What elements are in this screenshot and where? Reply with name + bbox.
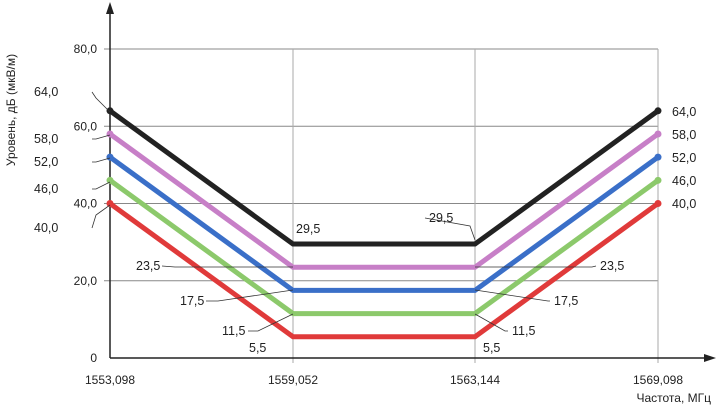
data-label: 52,0: [672, 151, 696, 165]
y-tick-label: 40,0: [74, 197, 98, 211]
y-tick-label: 60,0: [74, 119, 98, 133]
label-leader: [474, 313, 508, 332]
data-label: 58,0: [34, 132, 58, 146]
series-point: [654, 107, 662, 115]
series-point: [654, 153, 662, 161]
data-label: 64,0: [34, 85, 58, 99]
data-label: 64,0: [672, 105, 696, 119]
series-point: [106, 176, 114, 184]
label-leader: [248, 313, 294, 332]
data-label: 46,0: [672, 174, 696, 188]
x-tick-label: 1553,098: [85, 373, 135, 387]
series-line-5: [107, 201, 661, 340]
series-line-1: [107, 108, 661, 247]
x-tick-label: 1563,144: [450, 373, 500, 387]
data-label: 11,5: [512, 324, 535, 338]
data-label: 23,5: [136, 259, 160, 273]
y-tick-label: 80,0: [74, 42, 98, 56]
y-tick-label: 20,0: [74, 274, 98, 288]
data-label: 17,5: [554, 294, 578, 308]
y-tick-label: 0: [90, 351, 97, 365]
y-axis-title: Уровень, дБ (мкВ/м): [4, 54, 18, 166]
data-label: 29,5: [296, 222, 320, 236]
label-leader: [91, 204, 111, 229]
series-point: [106, 130, 114, 138]
label-leader: [91, 91, 111, 113]
x-tick-label: 1569,098: [633, 373, 683, 387]
label-leader: [474, 289, 550, 302]
series-line-2: [107, 131, 661, 270]
y-axis-arrow: [106, 2, 114, 14]
series-point: [654, 176, 662, 184]
series-line-4: [107, 177, 661, 317]
x-tick-label: 1559,052: [268, 373, 318, 387]
data-label: 58,0: [672, 128, 696, 142]
data-label: 52,0: [34, 155, 58, 169]
series-point: [106, 200, 114, 207]
x-axis-arrow: [704, 354, 716, 362]
data-label: 5,5: [483, 341, 500, 355]
series: [106, 107, 662, 340]
data-label: 11,5: [222, 324, 245, 338]
data-label: 23,5: [600, 259, 624, 273]
label-leader: [161, 265, 293, 268]
data-labels: 64,0 29,5 29,5 64,0 58,0 23,5 23,5 58,0 52,0 17,5…: [34, 85, 696, 355]
series-line-3: [107, 154, 661, 293]
data-label: 40,0: [672, 197, 696, 211]
label-leader: [475, 265, 597, 268]
x-axis-title: Частота, МГц: [636, 391, 711, 405]
series-point: [106, 153, 114, 161]
series-point: [106, 107, 114, 115]
series-point: [654, 130, 662, 138]
data-label: 46,0: [34, 182, 58, 196]
data-label: 5,5: [249, 341, 266, 355]
data-label: 40,0: [34, 221, 58, 235]
tick-labels: 0 20,0 40,0 60,0 80,0 1553,098 1559,052 1563,14…: [74, 42, 684, 387]
label-leader: [424, 217, 476, 241]
label-leader: [92, 134, 111, 140]
label-leader: [206, 289, 294, 302]
data-label: 29,5: [429, 211, 453, 225]
series-point: [654, 200, 662, 207]
grid: [104, 48, 659, 363]
data-label: 17,5: [180, 294, 204, 308]
label-leader: [92, 181, 111, 190]
label-leader: [92, 157, 111, 163]
